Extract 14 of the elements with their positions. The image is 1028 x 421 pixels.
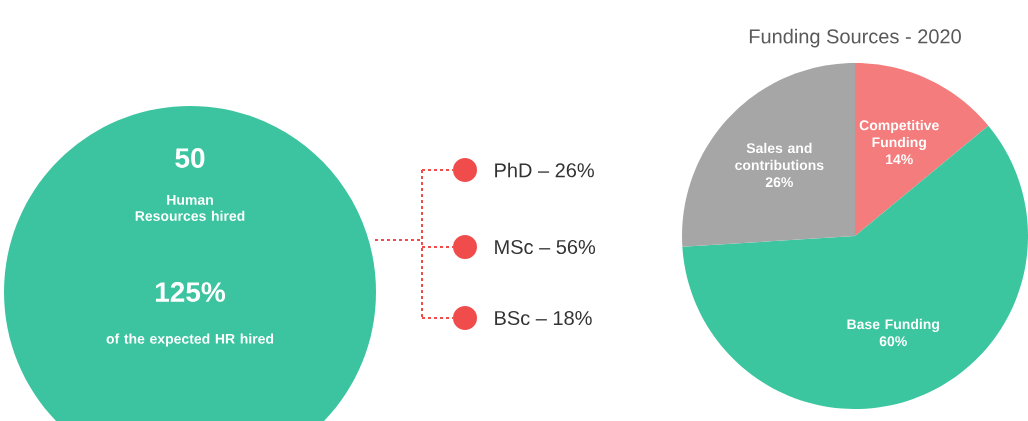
data-label: 14% — [886, 154, 913, 165]
chart-title: Funding Sources - 2020 — [749, 28, 961, 48]
text: of the expected HR hired — [106, 333, 274, 347]
data-label: 60% — [879, 336, 907, 347]
slice-label: Sales and contributions — [735, 142, 824, 171]
data-label: 26% — [765, 177, 793, 188]
text: 125% — [155, 282, 226, 302]
text: Human Resources hired — [135, 195, 245, 221]
text: MSc – 56% — [495, 239, 596, 255]
slice-label: Base Funding — [847, 318, 939, 332]
slice-label: Competitive Funding — [859, 119, 939, 151]
text: 50 — [175, 148, 205, 168]
text: PhD – 26% — [495, 162, 594, 178]
text: BSc – 18% — [495, 310, 592, 326]
